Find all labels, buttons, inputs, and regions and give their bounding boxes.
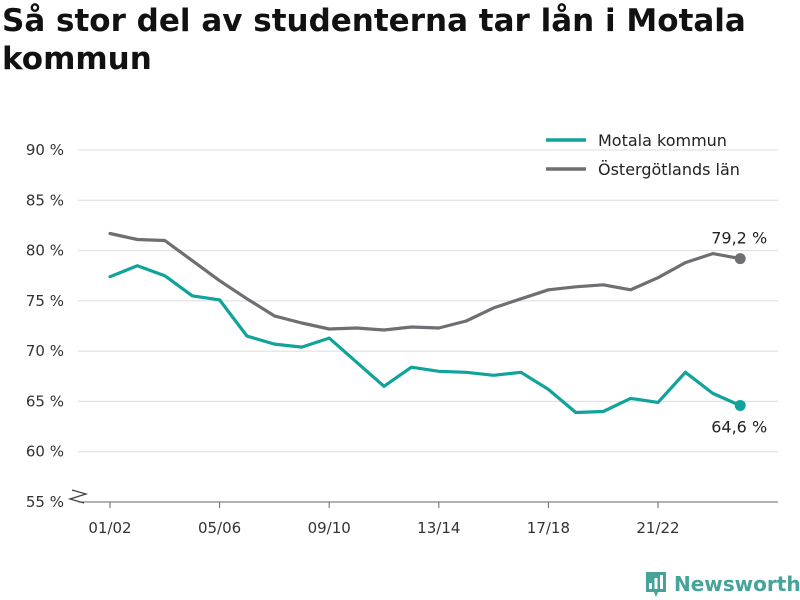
series-lines xyxy=(108,231,746,415)
brand-name: Newsworthy xyxy=(674,572,800,596)
x-tick-label: 01/02 xyxy=(88,519,131,537)
chart-title: Så stor del av studenterna tar lån i Mot… xyxy=(2,3,746,77)
series-end-label: 79,2 % xyxy=(711,229,767,248)
y-tick-label: 90 % xyxy=(26,141,64,159)
newsworthy-logo[interactable]: Newsworthy xyxy=(644,568,800,600)
series-end-point xyxy=(734,253,746,265)
y-tick-label: 70 % xyxy=(26,342,64,360)
x-tick-label: 09/10 xyxy=(308,519,351,537)
series-line-1 xyxy=(108,231,742,332)
legend-label: Östergötlands län xyxy=(598,160,740,179)
y-tick-label: 60 % xyxy=(26,443,64,461)
series-line-0 xyxy=(108,264,742,415)
y-tick-label: 55 % xyxy=(26,493,64,511)
y-tick-label: 80 % xyxy=(26,242,64,260)
bar-chart-logo-icon xyxy=(646,572,666,597)
end-labels: 64,6 % 79,2 % xyxy=(711,229,767,437)
axes: 55 % 60 % 65 % 70 % 75 % 80 % 85 % 90 % 01/02 05/… xyxy=(26,141,778,537)
x-tick-label: 13/14 xyxy=(417,519,460,537)
x-tick-label: 21/22 xyxy=(636,519,679,537)
y-tick-label: 65 % xyxy=(26,392,64,410)
x-tick-label: 05/06 xyxy=(198,519,241,537)
series-end-point xyxy=(734,399,746,411)
gridlines xyxy=(78,149,778,453)
series-end-label: 64,6 % xyxy=(711,417,767,436)
axis-break-icon xyxy=(67,489,89,504)
y-tick-label: 85 % xyxy=(26,191,64,209)
legend-label: Motala kommun xyxy=(598,131,727,150)
y-tick-label: 75 % xyxy=(26,292,64,310)
legend: Motala kommun Östergötlands län xyxy=(546,131,740,179)
x-tick-label: 17/18 xyxy=(527,519,570,537)
